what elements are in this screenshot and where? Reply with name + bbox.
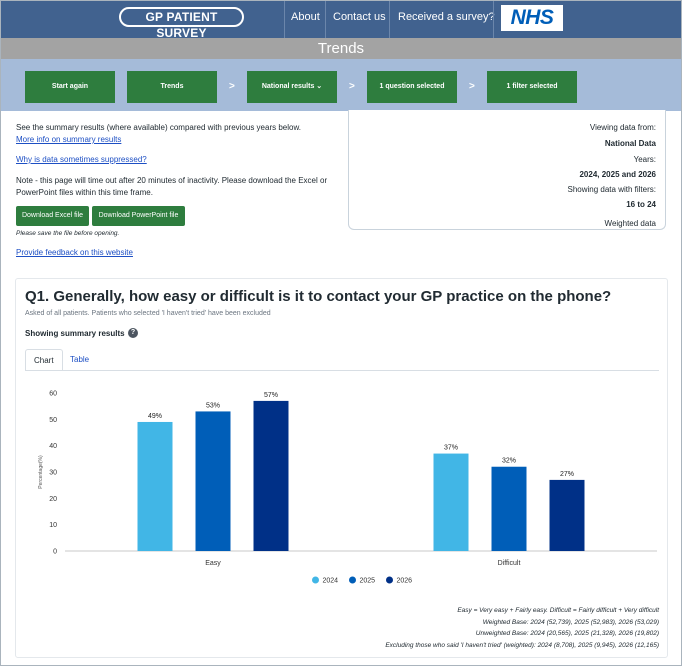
download-powerpoint-button[interactable]: Download PowerPoint file <box>92 206 185 226</box>
y-tick-label: 50 <box>49 417 57 424</box>
years-value: 2024, 2025 and 2026 <box>579 170 656 179</box>
bar-easy-2025 <box>195 411 231 551</box>
nav-divider <box>325 1 326 38</box>
nav-contact-link[interactable]: Contact us <box>333 11 386 23</box>
footnote-excluding: Excluding those who said 'I haven't trie… <box>385 642 659 649</box>
y-tick-label: 60 <box>49 391 57 398</box>
weighted-data-label: Weighted data <box>604 219 656 228</box>
bar-easy-2026 <box>253 400 289 551</box>
help-icon[interactable]: ? <box>128 328 138 338</box>
results-bar-chart: 0 10 20 30 40 50 60 Percentage(%) 49% 53% 57% Easy 3… <box>38 391 657 585</box>
showing-summary-label: Showing summary results <box>25 329 125 338</box>
nav-divider <box>389 1 390 38</box>
y-tick-label: 0 <box>53 549 57 556</box>
start-again-button[interactable]: Start again <box>25 71 115 103</box>
legend-marker-2026 <box>386 576 393 584</box>
gp-patient-survey-logo[interactable]: GP PATIENT SURVEY <box>119 7 244 40</box>
national-results-dropdown[interactable]: National results ⌄ <box>247 71 337 103</box>
data-label: 49% <box>148 413 162 420</box>
y-tick-label: 10 <box>49 522 57 529</box>
bar-difficult-2026 <box>549 479 585 551</box>
legend-label-2025: 2025 <box>360 578 376 585</box>
x-category-label: Difficult <box>498 560 521 567</box>
nav-received-survey-link[interactable]: Received a survey? <box>398 11 495 23</box>
legend-marker-2025 <box>349 576 356 584</box>
summary-text: See the summary results (where available… <box>16 123 302 132</box>
data-selection-panel: Viewing data from: National Data Years: … <box>348 110 666 230</box>
footnote-unweighted-base: Unweighted Base: 2024 (20,565), 2025 (21… <box>475 630 659 637</box>
viewing-data-label: Viewing data from: <box>589 123 656 132</box>
x-category-label: Easy <box>205 560 221 567</box>
data-label: 57% <box>264 392 278 399</box>
question-card <box>15 278 668 658</box>
footnote-definition: Easy = Very easy + Fairly easy. Difficul… <box>457 607 659 614</box>
legend-marker-2024 <box>312 576 319 584</box>
step-navigation: Start again Trends > National results ⌄ … <box>1 59 681 111</box>
nav-divider <box>493 1 494 38</box>
nhs-logo[interactable]: NHS <box>501 5 563 31</box>
tab-table[interactable]: Table <box>70 355 90 364</box>
step-chevron: > <box>229 81 235 92</box>
national-results-label: National results <box>261 83 315 90</box>
top-header: GP PATIENT SURVEY About Contact us Recei… <box>1 1 681 40</box>
legend-label-2026: 2026 <box>397 578 413 585</box>
tab-divider <box>25 370 659 371</box>
summary-info-link[interactable]: More info on summary results <box>16 135 122 144</box>
bar-difficult-2024 <box>433 453 469 551</box>
y-tick-label: 20 <box>49 496 57 503</box>
years-label: Years: <box>633 155 656 164</box>
step-chevron: > <box>349 81 355 92</box>
timeout-note-line1: Note - this page will time out after 20 … <box>16 176 328 185</box>
y-axis-label: Percentage(%) <box>38 455 44 489</box>
data-label: 27% <box>560 471 574 478</box>
save-file-note: Please save the file before opening. <box>16 230 120 237</box>
y-tick-label: 40 <box>49 443 57 450</box>
bar-difficult-2025 <box>491 466 527 551</box>
y-tick-label: 30 <box>49 470 57 477</box>
legend-label-2024: 2024 <box>323 578 339 585</box>
trends-button[interactable]: Trends <box>127 71 217 103</box>
question-title: Q1. Generally, how easy or difficult is … <box>25 288 612 305</box>
chevron-down-icon: ⌄ <box>316 83 323 90</box>
step-chevron: > <box>469 81 475 92</box>
feedback-link[interactable]: Provide feedback on this website <box>16 248 133 257</box>
footnote-weighted-base: Weighted Base: 2024 (52,739), 2025 (52,9… <box>482 619 659 626</box>
data-label: 53% <box>206 402 220 409</box>
bar-easy-2024 <box>137 421 173 551</box>
page-title: Trends <box>1 38 681 59</box>
filters-label: Showing data with filters: <box>567 185 657 194</box>
download-excel-button[interactable]: Download Excel file <box>16 206 89 226</box>
nav-divider <box>284 1 285 38</box>
question-selected-button[interactable]: 1 question selected <box>367 71 457 103</box>
suppressed-data-link[interactable]: Why is data sometimes suppressed? <box>16 155 147 164</box>
data-label: 32% <box>502 458 516 465</box>
filters-value: 16 to 24 <box>626 200 656 209</box>
data-label: 37% <box>444 445 458 452</box>
tab-chart[interactable]: Chart <box>25 349 63 370</box>
timeout-note-line2: PowerPoint files within this time frame. <box>16 188 153 197</box>
viewing-data-value: National Data <box>604 139 656 148</box>
question-subtitle: Asked of all patients. Patients who sele… <box>25 310 271 317</box>
filter-selected-button[interactable]: 1 filter selected <box>487 71 577 103</box>
nav-about-link[interactable]: About <box>291 11 320 23</box>
